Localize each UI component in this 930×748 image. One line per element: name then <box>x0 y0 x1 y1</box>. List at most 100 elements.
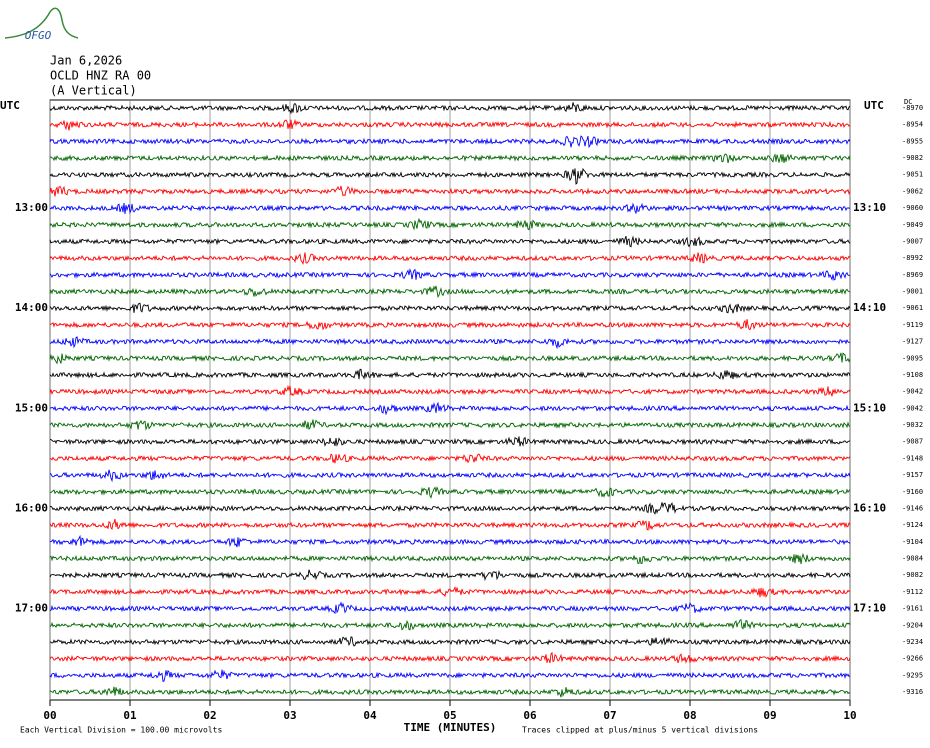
left-time-label: 16:00 <box>15 501 48 514</box>
offset-label: -9157 <box>902 471 923 479</box>
trace <box>49 368 851 381</box>
trace <box>49 601 851 615</box>
right-time-label: 15:10 <box>853 401 886 414</box>
offset-label: -9104 <box>902 538 923 546</box>
offset-label: -9001 <box>902 288 923 296</box>
offset-label: -9146 <box>902 504 923 512</box>
offset-label: -9112 <box>902 588 923 596</box>
offset-label: -9234 <box>902 638 923 646</box>
offset-label: -8954 <box>902 121 923 129</box>
logo-text: OFGO <box>25 29 52 42</box>
trace <box>49 502 851 515</box>
offset-label: -9127 <box>902 338 923 346</box>
offset-label: -9082 <box>902 154 923 162</box>
right-time-label: 16:10 <box>853 501 886 514</box>
x-tick-label: 07 <box>603 709 616 722</box>
trace <box>49 352 851 365</box>
trace <box>49 285 851 299</box>
offset-label: -9049 <box>902 221 923 229</box>
x-tick-label: 00 <box>43 709 56 722</box>
trace <box>50 436 851 447</box>
trace <box>49 153 851 164</box>
x-tick-label: 01 <box>123 709 137 722</box>
offset-label: -9032 <box>902 421 923 429</box>
left-time-label: 17:00 <box>15 602 48 615</box>
x-axis-title: TIME (MINUTES) <box>404 721 497 734</box>
offset-label: -9007 <box>902 237 923 245</box>
scale-note: Each Vertical Division = 100.00 microvol… <box>20 726 222 735</box>
trace <box>49 185 851 197</box>
trace <box>49 267 851 281</box>
offset-label: -8969 <box>902 271 923 279</box>
trace <box>49 518 851 531</box>
trace <box>49 135 851 149</box>
trace <box>49 202 851 215</box>
offset-label: -8970 <box>902 104 923 112</box>
trace <box>49 336 851 350</box>
offset-label: -9266 <box>902 655 923 663</box>
offset-label: -9204 <box>902 621 923 629</box>
trace <box>49 235 851 248</box>
offset-label: -9042 <box>902 388 923 396</box>
trace <box>49 619 851 631</box>
right-time-label: 14:10 <box>853 301 886 314</box>
left-time-label: 13:00 <box>15 201 48 214</box>
offset-label: -9161 <box>902 605 923 613</box>
x-tick-label: 03 <box>283 709 296 722</box>
offset-label: -9124 <box>902 521 923 529</box>
trace <box>49 419 851 431</box>
trace <box>49 651 851 664</box>
offset-label: -9316 <box>902 688 923 696</box>
x-tick-label: 10 <box>843 709 856 722</box>
x-tick-label: 06 <box>523 709 537 722</box>
offset-label: -9108 <box>902 371 923 379</box>
trace <box>49 686 851 698</box>
x-tick-label: 05 <box>443 709 456 722</box>
offset-label: -9295 <box>902 671 923 679</box>
trace <box>49 102 851 115</box>
right-time-label: 13:10 <box>853 201 886 214</box>
left-time-label: 14:00 <box>15 301 48 314</box>
offset-label: -8992 <box>902 254 923 262</box>
component: (A Vertical) <box>50 84 137 98</box>
left-axis-title: UTC <box>0 99 20 112</box>
trace <box>49 486 851 499</box>
offset-label: -9062 <box>902 187 923 195</box>
trace <box>49 319 851 331</box>
offset-label: -9084 <box>902 555 923 563</box>
trace <box>49 669 851 682</box>
offset-label: -9148 <box>902 454 923 462</box>
offset-label: -9119 <box>902 321 923 329</box>
trace <box>49 552 851 565</box>
trace <box>49 469 851 483</box>
trace <box>49 167 851 185</box>
station: OCLD HNZ RA 00 <box>50 69 151 83</box>
clip-note: Traces clipped at plus/minus 5 vertical … <box>522 726 758 735</box>
left-time-label: 15:00 <box>15 401 48 414</box>
trace <box>49 384 851 397</box>
trace <box>49 569 851 582</box>
offset-label: -9160 <box>902 488 923 496</box>
trace <box>49 118 851 131</box>
right-axis-title: UTC <box>864 99 884 112</box>
trace <box>49 302 851 314</box>
logo-curve <box>4 7 79 39</box>
x-tick-label: 02 <box>203 709 216 722</box>
offset-label: -9060 <box>902 204 923 212</box>
x-tick-label: 09 <box>763 709 776 722</box>
offset-label: -9051 <box>902 171 923 179</box>
trace <box>49 534 851 548</box>
offset-label: -9042 <box>902 404 923 412</box>
trace <box>49 636 851 647</box>
offset-label: -9087 <box>902 438 923 446</box>
trace <box>49 453 851 464</box>
offset-title: DC <box>904 98 912 106</box>
trace <box>49 217 851 231</box>
offset-label: -9082 <box>902 571 923 579</box>
trace <box>50 585 851 598</box>
trace <box>49 401 850 416</box>
trace <box>49 252 851 266</box>
offset-label: -8955 <box>902 137 923 145</box>
offset-label: -9095 <box>902 354 923 362</box>
